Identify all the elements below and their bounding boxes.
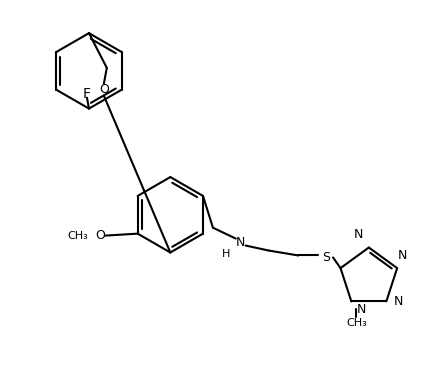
Text: N: N xyxy=(353,228,363,241)
Text: CH₃: CH₃ xyxy=(345,318,366,328)
Text: F: F xyxy=(83,87,91,101)
Text: N: N xyxy=(396,249,406,262)
Text: N: N xyxy=(393,295,402,308)
Text: N: N xyxy=(236,236,245,249)
Text: CH₃: CH₃ xyxy=(68,231,88,241)
Text: H: H xyxy=(221,249,230,259)
Text: S: S xyxy=(321,251,329,264)
Text: O: O xyxy=(95,229,104,242)
Text: O: O xyxy=(98,83,108,96)
Text: N: N xyxy=(356,303,365,316)
